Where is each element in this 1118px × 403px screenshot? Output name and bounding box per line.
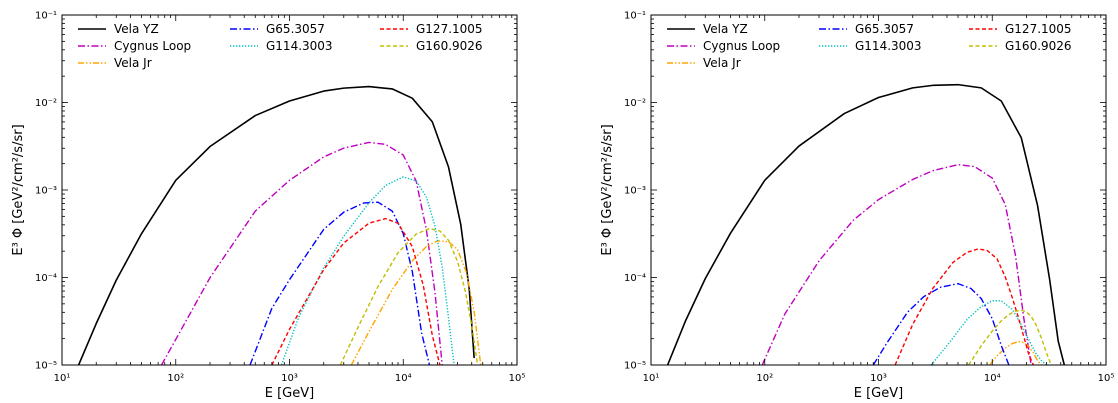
y-tick-label: 10⁻³ — [35, 186, 57, 197]
series-line-vela-jr — [989, 340, 1042, 365]
series-line-g160-9026 — [339, 227, 479, 365]
x-tick-label: 10¹ — [643, 373, 660, 384]
legend-label: G160.9026 — [416, 39, 483, 53]
x-tick-label: 10¹ — [54, 373, 71, 384]
left-panel: 10¹ 10² 10³ 10⁴ 10⁵ 10⁻⁵ 10⁻⁴ 10⁻³ 10⁻² 10⁻¹ E [Ge… — [11, 11, 525, 402]
x-tick-label: 10³ — [870, 373, 887, 384]
legend-label: G114.3003 — [266, 39, 333, 53]
series-line-g114-3003 — [280, 176, 455, 365]
right-panel: 10¹ 10² 10³ 10⁴ 10⁵ 10⁻⁵ 10⁻⁴ 10⁻³ 10⁻² 10⁻¹ E [Ge… — [600, 11, 1114, 402]
series-line-g160-9026 — [968, 309, 1052, 365]
x-tick-label: 10⁵ — [509, 373, 526, 384]
legend-label: Vela Jr — [703, 56, 741, 70]
y-tick-label: 10⁻⁴ — [35, 273, 57, 284]
legend-label: G114.3003 — [855, 39, 922, 53]
legend-label: G160.9026 — [1005, 39, 1072, 53]
y-tick-label: 10⁻⁵ — [35, 361, 57, 372]
series-line-g127-1005 — [271, 217, 441, 365]
x-tick-label: 10² — [756, 373, 773, 384]
series-line-g127-1005 — [894, 248, 1035, 365]
legend-label: G65.3057 — [855, 22, 914, 36]
series-line-cygnus-loop — [761, 163, 1032, 365]
x-tick-label: 10³ — [281, 373, 298, 384]
legend-label: Vela YZ — [114, 22, 159, 36]
series-line-g65-3057 — [249, 201, 431, 365]
y-tick-label: 10⁻⁵ — [624, 361, 646, 372]
x-tick-label: 10⁵ — [1098, 373, 1115, 384]
y-axis-label: E³ Φ [GeV²/cm²/s/sr] — [600, 124, 615, 255]
y-tick-label: 10⁻² — [35, 98, 57, 109]
x-axis-label: E [GeV] — [854, 386, 903, 401]
y-tick-label: 10⁻¹ — [35, 11, 57, 22]
legend-label: G65.3057 — [266, 22, 325, 36]
legend-label: Cygnus Loop — [703, 39, 780, 53]
series-line-vela-yz — [666, 83, 1066, 365]
legend-label: Vela YZ — [703, 22, 748, 36]
legend-label: G127.1005 — [1005, 22, 1072, 36]
series-line-g65-3057 — [872, 282, 1010, 365]
plot-frame — [650, 14, 1107, 366]
series-group — [77, 85, 482, 365]
series-group — [666, 83, 1066, 365]
series-line-vela-yz — [77, 85, 475, 365]
legend: Vela YZ Cygnus Loop Vela Jr G65.3057 G114.30… — [78, 22, 483, 70]
series-line-vela-jr — [350, 240, 482, 365]
legend-label: Cygnus Loop — [114, 39, 191, 53]
legend-label: Vela Jr — [114, 56, 152, 70]
series-line-cygnus-loop — [160, 141, 443, 365]
legend-label: G127.1005 — [416, 22, 483, 36]
x-tick-label: 10⁴ — [984, 373, 1001, 384]
x-tick-label: 10² — [167, 373, 184, 384]
y-tick-label: 10⁻² — [624, 98, 646, 109]
y-tick-label: 10⁻⁴ — [624, 273, 646, 284]
x-tick-label: 10⁴ — [395, 373, 412, 384]
x-axis-label: E [GeV] — [265, 386, 314, 401]
y-tick-label: 10⁻³ — [624, 186, 646, 197]
legend: Vela YZ Cygnus Loop Vela Jr G65.3057 G114.30… — [667, 22, 1072, 70]
plot-frame — [61, 14, 518, 366]
y-axis-label: E³ Φ [GeV²/cm²/s/sr] — [11, 124, 26, 255]
y-tick-label: 10⁻¹ — [624, 11, 646, 22]
series-line-g114-3003 — [930, 300, 1047, 365]
